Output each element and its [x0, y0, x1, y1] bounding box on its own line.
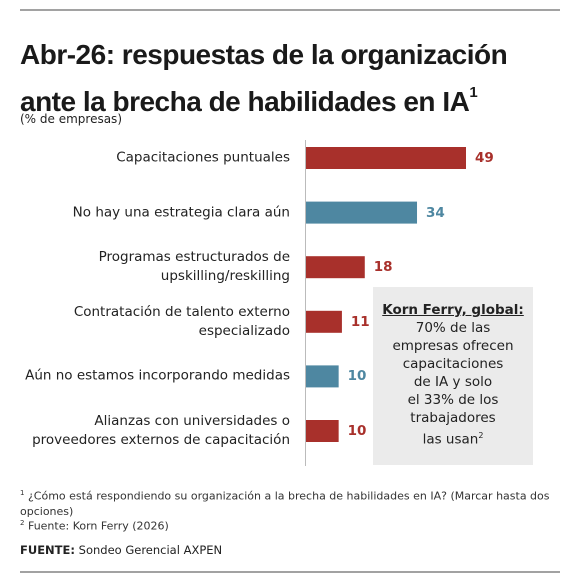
annotation-heading: Korn Ferry, global:: [382, 302, 524, 318]
annotation-text: 70% de las empresas ofrecen capacitacion…: [392, 320, 514, 448]
bar: [306, 420, 339, 442]
bar: [306, 201, 418, 224]
value-label: 49: [475, 150, 494, 166]
bar: [306, 256, 365, 279]
annotation-superscript: 2: [478, 431, 484, 440]
value-label: 34: [426, 204, 445, 221]
chart-title: Abr-26: respuestas de la organización an…: [20, 39, 508, 117]
title-superscript: 1: [469, 84, 478, 101]
chart-subtitle: (% de empresas): [20, 112, 122, 126]
category-label: Capacitaciones puntuales: [116, 149, 290, 166]
category-label: Programas estructurados de upskilling/re…: [98, 249, 290, 285]
category-label: Contratación de talento externo especial…: [73, 303, 290, 339]
bar: [306, 310, 342, 333]
value-label: 10: [347, 423, 367, 439]
footnote: 2 Fuente: Korn Ferry (2026): [20, 519, 169, 533]
source: FUENTE: Sondeo Gerencial AXPEN: [20, 543, 223, 557]
bar: [306, 365, 339, 388]
value-label: 11: [350, 313, 370, 330]
category-label: Alianzas con universidades o proveedores…: [32, 413, 290, 448]
value-label: 10: [347, 368, 367, 385]
annotation-box: Korn Ferry, global: 70% de las empresas …: [373, 287, 533, 465]
bar: [306, 147, 466, 169]
category-label: No hay una estrategia clara aún: [72, 204, 290, 221]
value-label: 18: [373, 259, 393, 276]
category-label: Aún no estamos incorporando medidas: [25, 367, 290, 384]
footnote: 1 ¿Cómo está respondiendo su organizació…: [20, 489, 550, 518]
